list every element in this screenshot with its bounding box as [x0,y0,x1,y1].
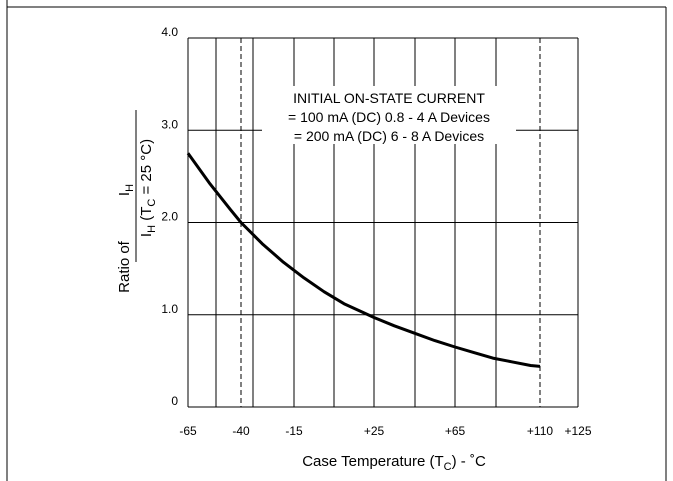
y-tick-label: 4.0 [161,25,178,39]
annotation-line-1: INITIAL ON-STATE CURRENT [293,90,485,106]
x-tick-label: +65 [445,424,466,438]
annotation-block: INITIAL ON-STATE CURRENT = 100 mA (DC) 0… [262,86,516,144]
x-tick-label: +125 [564,424,591,438]
y-axis-label-prefix: Ratio of [116,240,133,293]
annotation-background [262,86,516,144]
x-axis-label: Case Temperature (TC) - ˚C [302,453,486,473]
y-axis-label: Ratio of IH IH (TC = 25 °C) [116,110,158,293]
x-tick-label: -40 [232,424,250,438]
annotation-line-2: = 100 mA (DC) 0.8 - 4 A Devices [288,109,490,125]
x-tick-label: +25 [364,424,385,438]
y-tick-label: 3.0 [161,117,178,131]
y-axis-label-numerator: IH [116,184,136,196]
x-tick-label: +110 [527,424,553,438]
x-tick-label: -65 [179,424,197,438]
y-tick-label: 2.0 [161,210,178,224]
x-axis-label-main: Case Temperature (T [302,453,443,470]
x-axis-label-subscript: C [444,461,452,473]
x-axis-label-tail: ) - ˚C [452,453,486,470]
series-line [186,152,541,368]
y-axis-label-denominator: IH (TC = 25 °C) [138,139,158,237]
annotation-line-3: = 200 mA (DC) 6 - 8 A Devices [294,128,484,144]
y-tick-label: 0 [171,394,178,408]
x-tick-label: -15 [285,424,303,438]
y-tick-label: 1.0 [161,302,178,316]
